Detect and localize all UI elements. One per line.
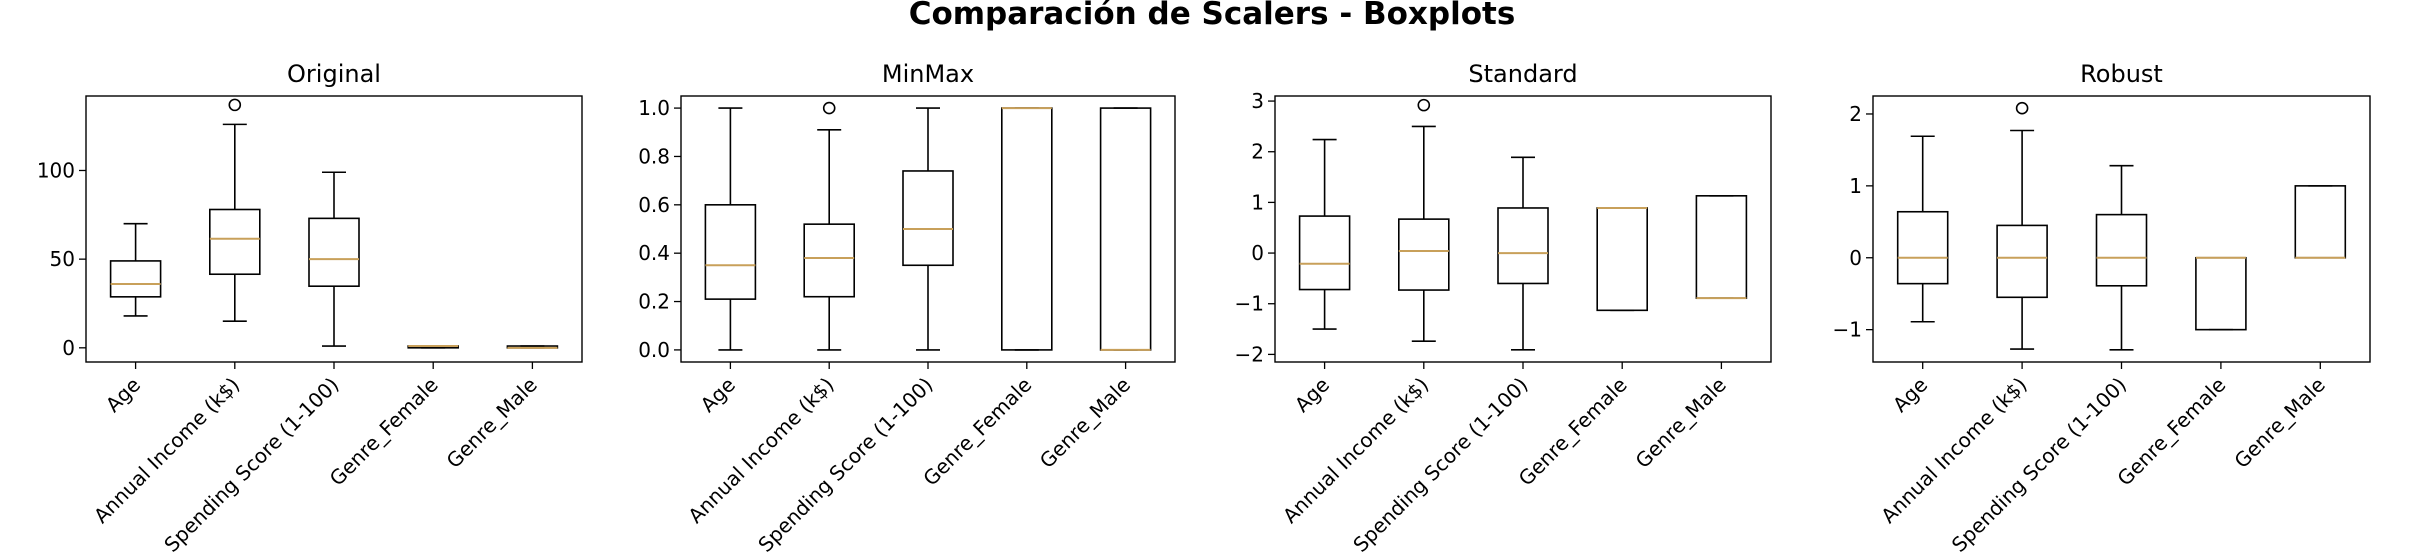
x-tick-label: Age — [696, 373, 740, 417]
x-tick-label: Genre_Male — [2229, 373, 2329, 473]
iqr-box — [1298, 215, 1351, 291]
subplot-title: Original — [287, 60, 381, 88]
x-tick-label: Age — [1888, 373, 1932, 417]
box-2 — [1398, 98, 1450, 343]
outlier-point — [1417, 98, 1431, 112]
box-1 — [704, 107, 757, 351]
box-5 — [1099, 107, 1152, 351]
y-tick-label: 2 — [1849, 102, 1862, 126]
iqr-box — [1000, 107, 1053, 351]
subplot-title: Robust — [2080, 60, 2163, 88]
box-4 — [1000, 107, 1053, 351]
iqr-box — [2095, 213, 2148, 287]
y-tick-label: 0 — [1849, 246, 1862, 270]
axes-frame — [85, 95, 583, 363]
box-5 — [1695, 195, 1748, 300]
y-tick-label: 0.6 — [638, 193, 670, 217]
iqr-box — [209, 208, 261, 276]
figure-title: Comparación de Scalers - Boxplots — [909, 0, 1516, 32]
outlier-point — [228, 98, 242, 112]
box-2 — [1996, 101, 2048, 350]
subplot-title: Standard — [1468, 60, 1577, 88]
x-tick-label: Genre_Male — [1035, 373, 1135, 473]
axes-frame — [680, 95, 1176, 363]
y-tick-label: 0 — [1251, 241, 1264, 265]
outlier-point — [2015, 101, 2029, 115]
iqr-box — [2294, 185, 2347, 259]
y-tick-label: 50 — [50, 247, 75, 271]
axes-frame — [1872, 95, 2371, 363]
box-3 — [1497, 156, 1549, 351]
box-4 — [1596, 206, 1648, 312]
subplot-title: MinMax — [882, 60, 974, 88]
iqr-box — [803, 223, 856, 298]
box-3 — [2095, 164, 2148, 351]
y-tick-label: 0.8 — [638, 144, 670, 168]
x-tick-label: Spending Score (1-100) — [753, 373, 937, 557]
y-tick-label: −2 — [1235, 342, 1264, 366]
box-5 — [2294, 185, 2347, 259]
x-tick-label: Spending Score (1-100) — [1947, 373, 2131, 557]
y-tick-label: 3 — [1251, 89, 1264, 113]
box-2 — [803, 101, 856, 351]
iqr-box — [1596, 207, 1648, 312]
x-tick-label: Spending Score (1-100) — [1348, 373, 1532, 557]
iqr-box — [704, 204, 757, 300]
y-tick-label: 1 — [1251, 190, 1264, 214]
iqr-box — [1099, 107, 1152, 351]
iqr-box — [1398, 218, 1450, 291]
y-tick-label: 2 — [1251, 140, 1264, 164]
box-1 — [1298, 138, 1351, 330]
y-tick-label: 1 — [1849, 174, 1862, 198]
box-2 — [209, 98, 261, 323]
y-tick-label: −1 — [1235, 292, 1264, 316]
x-tick-label: Spending Score (1-100) — [159, 373, 343, 557]
x-tick-label: Genre_Male — [442, 373, 542, 473]
box-4 — [2195, 256, 2247, 331]
box-1 — [1896, 135, 1949, 323]
x-tick-label: Genre_Male — [1631, 373, 1731, 473]
x-tick-label: Age — [101, 373, 145, 417]
axes-frame — [1274, 95, 1772, 363]
box-3 — [308, 171, 360, 347]
y-tick-label: 0.2 — [638, 290, 670, 314]
x-tick-label: Age — [1290, 373, 1334, 417]
iqr-box — [902, 170, 954, 267]
y-tick-label: 0 — [62, 336, 75, 360]
y-tick-label: 1.0 — [638, 96, 670, 120]
box-3 — [902, 107, 954, 351]
y-tick-label: 100 — [37, 158, 75, 182]
box-4 — [407, 345, 460, 349]
iqr-box — [2195, 256, 2247, 331]
iqr-box — [1695, 195, 1748, 299]
box-5 — [506, 345, 559, 349]
outlier-point — [822, 101, 836, 115]
y-tick-label: −1 — [1833, 318, 1862, 342]
iqr-box — [109, 260, 162, 298]
iqr-box — [1896, 210, 1949, 285]
box-1 — [109, 222, 162, 317]
y-tick-label: 0.0 — [638, 338, 670, 362]
iqr-box — [1996, 224, 2048, 299]
y-tick-label: 0.4 — [638, 241, 670, 265]
iqr-box — [1497, 207, 1549, 285]
iqr-box — [308, 217, 360, 287]
